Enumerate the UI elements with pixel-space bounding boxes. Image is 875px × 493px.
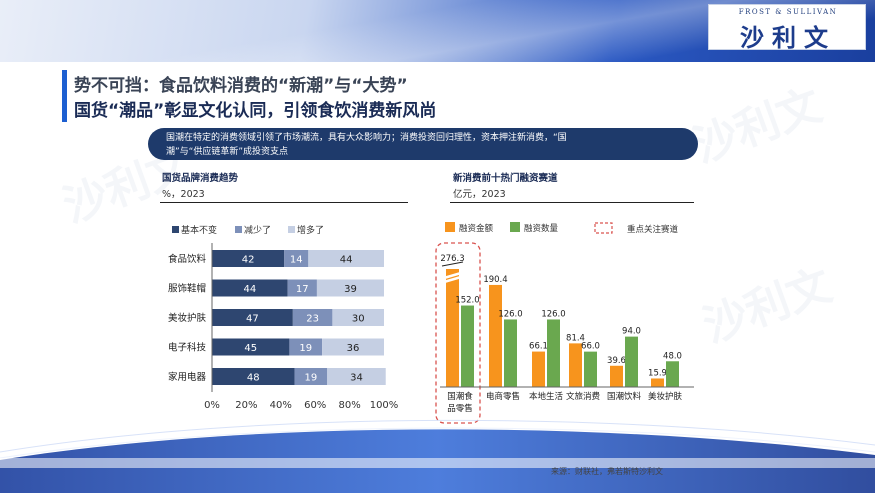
page-title: 势不可挡：食品饮料消费的“新潮”与“大势” xyxy=(74,76,408,96)
bar xyxy=(569,343,582,387)
data-label: 81.4 xyxy=(566,333,585,343)
legend-label: 融资金额 xyxy=(459,223,494,234)
legend-swatch xyxy=(445,222,455,232)
banner-line-2: 潮”与“供应链革新”成投资支点 xyxy=(166,147,288,157)
data-label: 17 xyxy=(296,284,309,295)
stacked-bar-segment xyxy=(322,338,384,356)
data-label: 19 xyxy=(305,373,318,384)
data-label: 23 xyxy=(306,314,319,325)
stacked-bar-segment xyxy=(294,368,328,385)
data-label: 276.3 xyxy=(440,254,464,264)
decorative-wave xyxy=(0,419,875,493)
data-label: 39 xyxy=(344,284,357,295)
data-label: 36 xyxy=(347,343,360,354)
left-chart-unit: %，2023 xyxy=(162,189,205,200)
data-label: 34 xyxy=(350,373,363,384)
stacked-bar-segment xyxy=(212,279,288,297)
right-chart-rule xyxy=(450,202,694,203)
legend-label: 基本不变 xyxy=(181,224,217,236)
stacked-bar-segment xyxy=(292,309,333,326)
data-label: 19 xyxy=(299,343,312,354)
legend-label: 增多了 xyxy=(297,224,324,236)
bar xyxy=(625,336,638,387)
watermark: 沙利文 xyxy=(686,79,829,173)
category-label: 电子科技 xyxy=(168,342,207,354)
frost-sullivan-logo: FROST & SULLIVAN 沙利文 xyxy=(708,4,866,52)
bar xyxy=(446,269,459,387)
legend-label: 融资数量 xyxy=(524,223,559,234)
data-label: 190.4 xyxy=(483,275,507,285)
stacked-bar-segment xyxy=(284,250,309,267)
bar xyxy=(461,305,474,387)
highlight-box xyxy=(435,242,481,424)
data-label: 45 xyxy=(244,343,257,354)
data-label: 94.0 xyxy=(622,327,641,337)
data-label: 15.9 xyxy=(648,368,667,378)
bar xyxy=(610,365,623,387)
focus-legend-label: 重点关注赛道 xyxy=(627,224,679,235)
bar xyxy=(504,319,517,387)
bar xyxy=(532,351,545,387)
stacked-bar-segment xyxy=(287,279,317,297)
legend-swatch xyxy=(288,226,295,233)
banner-line-1: 国潮在特定的消费领域引领了市场潮流，具有大众影响力；消费投资回归理性，资本押注新… xyxy=(166,133,567,143)
data-label: 14 xyxy=(290,255,303,266)
stacked-bar-segment xyxy=(308,250,384,267)
stacked-bar-segment xyxy=(332,309,384,326)
focus-legend-swatch xyxy=(594,222,613,234)
title-accent-bar xyxy=(62,70,67,122)
data-label: 44 xyxy=(340,255,353,266)
data-label: 152.0 xyxy=(455,296,479,306)
category-label: 食品饮料 xyxy=(168,253,207,265)
bar xyxy=(666,361,679,387)
data-label: 48.0 xyxy=(663,351,682,361)
bar xyxy=(651,378,664,387)
left-chart-title: 国货品牌消费趋势 xyxy=(162,173,239,184)
category-label: 服饰鞋帽 xyxy=(168,283,206,295)
logo-text-en: FROST & SULLIVAN xyxy=(738,8,838,16)
legend-swatch xyxy=(172,226,179,233)
bar xyxy=(547,319,560,387)
stacked-bar-segment xyxy=(212,309,293,326)
stacked-bar-segment xyxy=(327,368,386,385)
legend-swatch xyxy=(510,222,520,232)
right-chart-unit: 亿元，2023 xyxy=(453,189,506,200)
data-label: 39.6 xyxy=(607,356,626,366)
legend-swatch xyxy=(235,226,242,233)
data-label: 48 xyxy=(247,373,260,384)
stacked-bar-segment xyxy=(212,338,290,356)
category-label: 美妆护肤 xyxy=(168,312,207,324)
stacked-bar-segment xyxy=(316,279,384,297)
data-label: 47 xyxy=(246,314,259,325)
data-label: 126.0 xyxy=(541,309,565,319)
bar xyxy=(584,351,597,387)
data-label: 66.0 xyxy=(581,342,600,352)
stacked-bar-segment xyxy=(289,338,323,356)
stacked-bar-segment xyxy=(212,250,285,267)
data-label: 30 xyxy=(352,314,365,325)
left-chart-rule xyxy=(160,202,408,203)
watermark: 沙利文 xyxy=(696,259,839,353)
bar xyxy=(489,284,502,387)
data-label: 44 xyxy=(243,284,256,295)
data-label: 42 xyxy=(242,255,255,266)
category-label: 家用电器 xyxy=(168,371,207,383)
data-label: 126.0 xyxy=(498,309,522,319)
legend-label: 减少了 xyxy=(244,224,271,236)
axis-break-mark xyxy=(443,271,462,280)
axis-break-mark xyxy=(441,261,464,267)
logo-text-cn: 沙利文 xyxy=(740,24,836,52)
axis-break-mark xyxy=(443,275,462,284)
data-label: 66.1 xyxy=(529,342,548,352)
summary-banner: 国潮在特定的消费领域引领了市场潮流，具有大众影响力；消费投资回归理性，资本押注新… xyxy=(148,128,698,160)
page-subtitle: 国货“潮品”彰显文化认同，引领食饮消费新风尚 xyxy=(74,101,437,121)
right-chart-title: 新消费前十热门融资赛道 xyxy=(453,173,558,184)
source-note: 来源：财联社，弗若斯特沙利文 xyxy=(551,467,663,476)
stacked-bar-segment xyxy=(212,368,295,385)
